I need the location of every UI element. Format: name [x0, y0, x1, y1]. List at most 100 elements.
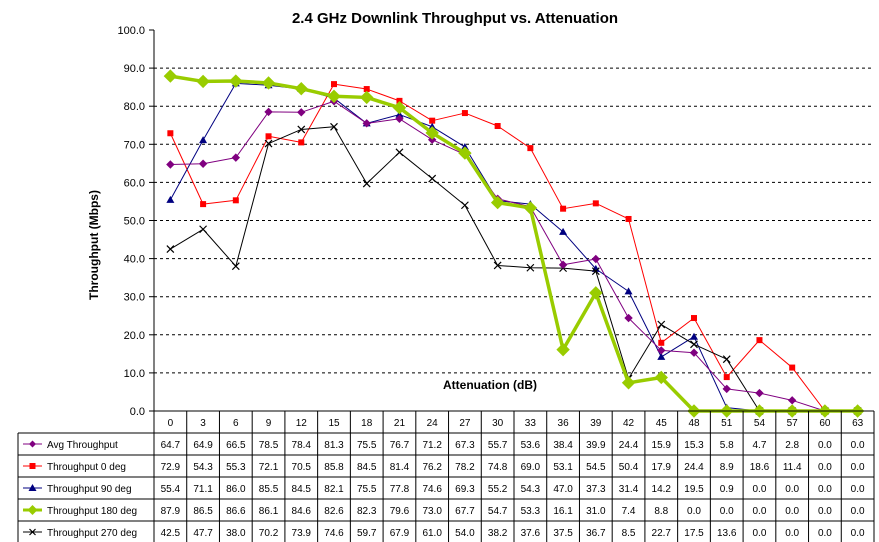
data-point: [723, 374, 730, 381]
legend-marker: [29, 528, 36, 536]
x-tick-label: 27: [459, 418, 471, 429]
table-cell: 70.5: [292, 462, 312, 473]
y-tick-label: 40.0: [124, 254, 145, 266]
x-tick-label: 39: [590, 418, 602, 429]
data-point: [429, 117, 436, 124]
data-point: [689, 348, 699, 357]
table-cell: 86.5: [193, 506, 213, 517]
table-cell: 0.0: [753, 484, 767, 495]
table-cell: 81.4: [390, 462, 410, 473]
data-point: [523, 201, 538, 215]
data-table: 0 3 6 9 12 15 18 21 24 27 30 33 36 39 42 45 48 51 54 57 60 63…: [17, 410, 875, 542]
data-point: [297, 125, 306, 134]
table-cell: 74.8: [488, 462, 508, 473]
table-cell: 55.4: [161, 484, 181, 495]
table-cell: 71.2: [422, 440, 442, 451]
table-cell: 64.7: [161, 440, 181, 451]
table-cell: 36.7: [586, 528, 606, 539]
table-cell: 84.6: [292, 506, 312, 517]
table-cell: 84.5: [357, 462, 377, 473]
table-cell: 31.0: [586, 506, 606, 517]
table-cell: 0.0: [818, 440, 832, 451]
data-point: [427, 135, 437, 144]
data-point: [657, 346, 666, 355]
table-cell: 4.7: [753, 440, 767, 451]
y-tick-label: 10.0: [124, 368, 145, 380]
legend-marker: [29, 440, 36, 448]
table-cell: 74.6: [324, 528, 344, 539]
table-cell: 8.8: [654, 506, 668, 517]
data-point: [261, 76, 276, 90]
x-tick-label: 21: [394, 418, 406, 429]
data-point: [166, 160, 175, 169]
table-cell: 86.0: [226, 484, 246, 495]
table-cell: 14.2: [652, 484, 672, 495]
data-point: [789, 364, 796, 371]
table-cell: 76.7: [390, 440, 410, 451]
table-cell: 0.0: [818, 484, 832, 495]
table-cell: 24.4: [684, 462, 704, 473]
data-point: [558, 260, 568, 269]
data-point: [392, 101, 407, 115]
table-cell: 0.0: [818, 528, 832, 539]
data-point: [425, 126, 439, 140]
table-cell: 54.0: [455, 528, 475, 539]
table-cell: 39.9: [586, 440, 606, 451]
table-cell: 71.1: [193, 484, 213, 495]
table-cell: 42.5: [161, 528, 181, 539]
table-cell: 37.3: [586, 484, 606, 495]
table-cell: 55.7: [488, 440, 508, 451]
data-point: [200, 201, 207, 208]
table-cell: 78.2: [455, 462, 475, 473]
data-point: [265, 133, 272, 140]
x-tick-label: 12: [296, 418, 308, 429]
data-point: [755, 388, 764, 398]
x-tick-label: 30: [492, 418, 504, 429]
table-cell: 11.4: [783, 462, 802, 473]
data-point: [722, 355, 731, 364]
table-cell: 82.6: [324, 506, 344, 517]
data-point: [461, 110, 468, 117]
data-point: [298, 139, 305, 146]
x-tick-label: 54: [754, 418, 766, 429]
table-cell: 38.4: [553, 440, 573, 451]
data-point: [264, 107, 273, 117]
table-cell: 8.9: [720, 462, 734, 473]
legend-label: Avg Throughput: [47, 440, 118, 451]
table-cell: 85.5: [259, 484, 279, 495]
table-cell: 53.3: [521, 506, 541, 517]
data-point: [658, 339, 665, 346]
x-tick-label: 42: [623, 418, 635, 429]
data-point: [690, 340, 698, 349]
table-cell: 86.1: [259, 506, 279, 517]
x-tick-label: 18: [361, 418, 373, 429]
data-point: [657, 320, 666, 329]
data-point: [196, 74, 210, 89]
table-cell: 50.4: [619, 462, 639, 473]
x-tick-label: 57: [787, 418, 799, 429]
series-throughput-270-deg: [166, 122, 862, 415]
x-tick-label: 33: [525, 418, 537, 429]
x-tick-label: 60: [819, 418, 831, 429]
table-cell: 19.5: [684, 484, 704, 495]
table-cell: 8.5: [622, 528, 636, 539]
table-cell: 67.7: [455, 506, 475, 517]
x-tick-label: 24: [427, 418, 439, 429]
data-point: [460, 201, 469, 210]
table-cell: 61.0: [422, 528, 442, 539]
data-point: [654, 370, 668, 385]
table-cell: 64.9: [193, 440, 213, 451]
table-cell: 37.5: [553, 528, 573, 539]
table-cell: 47.0: [553, 484, 573, 495]
data-point: [264, 139, 273, 148]
data-point: [756, 337, 763, 344]
y-tick-label: 80.0: [124, 101, 145, 113]
data-point: [331, 81, 337, 88]
data-point: [591, 267, 600, 276]
chart-title: 2.4 GHz Downlink Throughput vs. Attenuat…: [292, 10, 618, 27]
table-cell: 73.0: [422, 506, 442, 517]
table-cell: 31.4: [619, 484, 639, 495]
gridlines: [153, 30, 874, 411]
y-tick-label: 0.0: [130, 406, 145, 418]
